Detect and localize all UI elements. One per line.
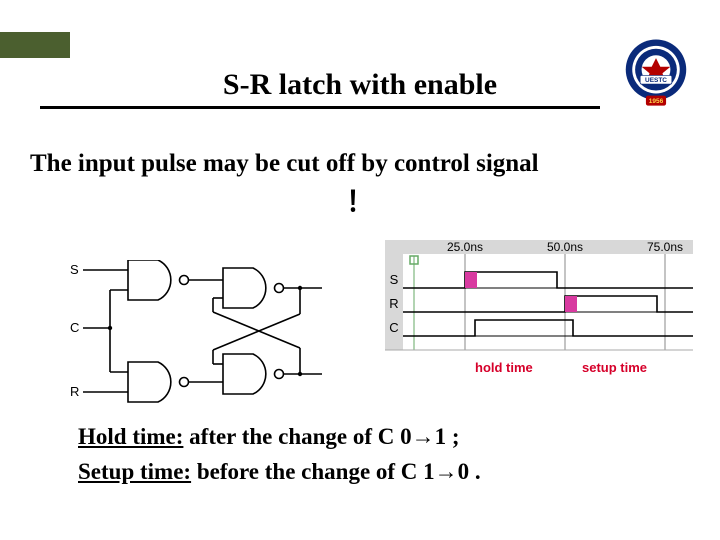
hold-time-def-rest: after the change of C 0→1 ; (183, 424, 459, 449)
university-logo: UESTC 1956 (620, 38, 692, 110)
sig-s-label: S (390, 272, 399, 287)
page-title: S-R latch with enable (0, 68, 720, 102)
hold-time-def-label: Hold time: (78, 424, 183, 449)
tick-1: 50.0ns (547, 240, 583, 254)
subtitle: The input pulse may be cut off by contro… (30, 150, 690, 220)
accent-block (0, 32, 70, 58)
diagram-area: S C R (40, 240, 680, 420)
hold-hatch-s (465, 272, 477, 288)
latch-input-r: R (70, 384, 79, 399)
sig-r-label: R (389, 296, 398, 311)
latch-schematic: S C R (68, 260, 328, 420)
timing-diagram: 25.0ns 50.0ns 75.0ns S R C hold time set… (385, 240, 695, 420)
setup-time-def: Setup time: before the change of C 1→0 . (78, 454, 481, 490)
latch-input-c: C (70, 320, 79, 335)
logo-year: 1956 (649, 98, 664, 105)
setup-time-def-label: Setup time: (78, 459, 191, 484)
logo-banner-text: UESTC (645, 77, 667, 84)
title-wrap: S-R latch with enable (0, 68, 720, 102)
latch-input-s: S (70, 262, 79, 277)
footer-definitions: Hold time: after the change of C 0→1 ; S… (78, 419, 481, 490)
sig-c-label: C (389, 320, 398, 335)
hold-time-def: Hold time: after the change of C 0→1 ; (78, 419, 481, 455)
hold-time-label: hold time (475, 360, 533, 375)
tick-2: 75.0ns (647, 240, 683, 254)
setup-time-label: setup time (582, 360, 647, 375)
setup-hatch-r (565, 296, 577, 312)
subtitle-line2: ！ (30, 180, 690, 220)
setup-time-def-rest: before the change of C 1→0 . (191, 459, 481, 484)
tick-0: 25.0ns (447, 240, 483, 254)
title-underline (40, 106, 600, 109)
subtitle-line1: The input pulse may be cut off by contro… (30, 150, 690, 178)
